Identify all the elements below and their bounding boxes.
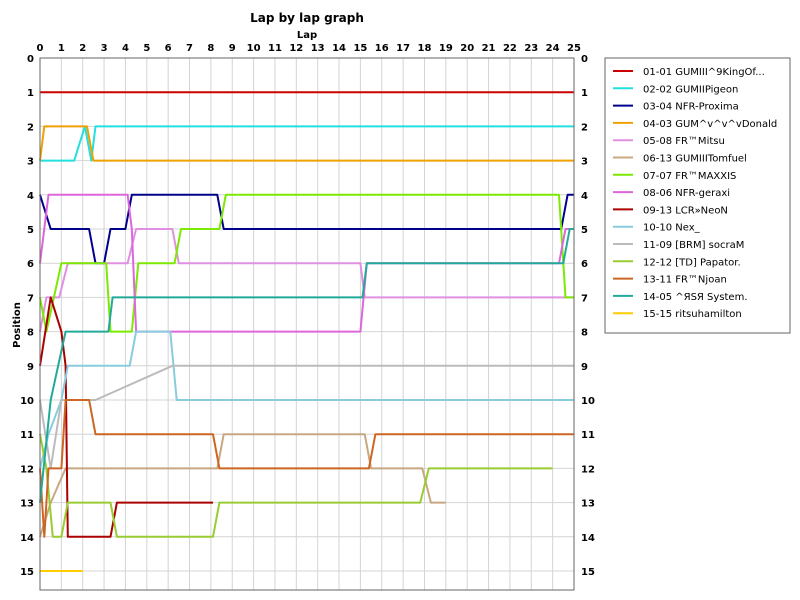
y-tick-label-right: 10	[581, 396, 595, 407]
series-line	[39, 193, 574, 333]
x-tick-label: 15	[353, 43, 367, 54]
x-tick-label: 9	[229, 43, 236, 54]
y-tick-label-right: 14	[581, 533, 595, 544]
x-tick-label: 3	[101, 43, 108, 54]
series-line	[40, 125, 574, 162]
x-tick-label: 5	[143, 43, 150, 54]
y-axis-label: Position	[12, 302, 23, 348]
x-tick-label: 14	[332, 43, 346, 54]
legend: 01-01 GUMIII^9KingOf... 02-02 GUMIIPigeon…	[604, 57, 791, 334]
series-line	[39, 228, 574, 332]
legend-entry: 02-02 GUMIIPigeon	[643, 84, 738, 95]
series-line	[39, 228, 574, 503]
series-line	[39, 125, 574, 162]
legend-entry: 09-13 LCR»NeoN	[643, 205, 728, 216]
y-tick-label-right: 12	[581, 464, 595, 475]
x-tick-label: 2	[79, 43, 86, 54]
series-line	[39, 364, 574, 470]
series-line	[39, 434, 553, 538]
y-tick-label-right: 2	[581, 122, 588, 133]
series-line	[39, 193, 574, 333]
y-tick-label-right: 1	[581, 88, 588, 99]
x-tick-label: 1	[58, 43, 65, 54]
y-tick-label-left: 11	[20, 430, 34, 441]
y-tick-label-left: 12	[20, 464, 34, 475]
y-tick-label-left: 6	[27, 259, 34, 270]
y-tick-label-left: 7	[27, 293, 34, 304]
legend-entry: 11-09 [BRM] socraM	[643, 240, 744, 251]
x-tick-label: 21	[482, 43, 496, 54]
legend-entry: 08-06 NFR-geraxi	[643, 188, 730, 199]
y-tick-label-left: 4	[27, 191, 34, 202]
legend-entry: 06-13 GUMIIITomfuel	[643, 154, 747, 165]
x-tick-label: 24	[546, 43, 560, 54]
y-tick-label-right: 8	[581, 328, 588, 339]
y-tick-label-right: 3	[581, 157, 588, 168]
x-tick-label: 19	[439, 43, 453, 54]
y-tick-label-right: 11	[581, 430, 595, 441]
x-tick-label: 0	[37, 43, 44, 54]
y-tick-label-left: 1	[27, 88, 34, 99]
x-tick-label: 18	[418, 43, 432, 54]
legend-entry: 13-11 FR™Njoan	[643, 275, 727, 286]
x-tick-label: 8	[207, 43, 214, 54]
y-tick-label-left: 14	[20, 533, 34, 544]
x-tick-label: 10	[247, 43, 261, 54]
legend-entry: 05-08 FR™Mitsu	[643, 136, 725, 147]
chart-title: Lap by lap graph	[250, 11, 364, 25]
y-tick-label-right: 7	[581, 293, 588, 304]
x-tick-label: 23	[524, 43, 538, 54]
legend-entry: 03-04 NFR-Proxima	[643, 102, 739, 113]
series-line	[39, 399, 574, 538]
y-tick-label-left: 3	[27, 157, 34, 168]
y-tick-label-right: 0	[581, 54, 588, 65]
legend-entry: 14-05 ^ЯЅЯ System.	[643, 292, 748, 303]
x-axis-label: Lap	[297, 30, 317, 41]
plot-border	[39, 57, 575, 591]
y-tick-label-right: 15	[581, 567, 595, 578]
x-tick-label: 13	[311, 43, 325, 54]
series-line	[39, 296, 213, 538]
x-tick-label: 6	[165, 43, 172, 54]
y-tick-label-right: 6	[581, 259, 588, 270]
x-tick-label: 25	[567, 43, 581, 54]
x-tick-label: 22	[503, 43, 517, 54]
x-tick-label: 17	[396, 43, 410, 54]
y-tick-label-right: 4	[581, 191, 588, 202]
legend-entry: 12-12 [TD] Papator.	[643, 257, 741, 268]
y-tick-label-left: 5	[27, 225, 34, 236]
legend-entry: 04-03 GUM^v^v^vDonald	[643, 119, 777, 130]
y-tick-label-left: 9	[27, 362, 34, 373]
y-tick-label-left: 10	[20, 396, 34, 407]
legend-entry: 07-07 FR™MAXXIS	[643, 171, 736, 182]
y-tick-label-left: 15	[20, 567, 34, 578]
legend-entry: 10-10 Nex_	[643, 223, 701, 234]
x-tick-label: 4	[122, 43, 129, 54]
y-tick-label-left: 2	[27, 122, 34, 133]
y-tick-label-left: 8	[27, 328, 34, 339]
y-tick-label-right: 9	[581, 362, 588, 373]
x-tick-label: 20	[460, 43, 474, 54]
x-tick-labels: 0 1 2 3 4 5 6 7 8 9 10 11 12 13 14 15 16 17 18 19 20 21 22 23 24…	[37, 43, 581, 54]
series-lines	[39, 91, 574, 572]
y-tick-label-right: 5	[581, 225, 588, 236]
legend-entry: 15-15 ritsuhamilton	[643, 309, 742, 320]
x-tick-label: 16	[375, 43, 389, 54]
legend-entry: 01-01 GUMIII^9KingOf...	[643, 67, 765, 78]
x-tick-label: 12	[289, 43, 303, 54]
x-tick-label: 11	[268, 43, 282, 54]
legend-box	[604, 57, 791, 334]
series-line	[39, 433, 446, 538]
y-tick-label-left: 0	[27, 54, 34, 65]
y-tick-label-left: 13	[20, 499, 34, 510]
grid-lines	[39, 57, 575, 590]
series-line	[39, 330, 574, 469]
y-tick-label-right: 13	[581, 499, 595, 510]
x-tick-label: 7	[186, 43, 193, 54]
series-line	[39, 193, 574, 265]
